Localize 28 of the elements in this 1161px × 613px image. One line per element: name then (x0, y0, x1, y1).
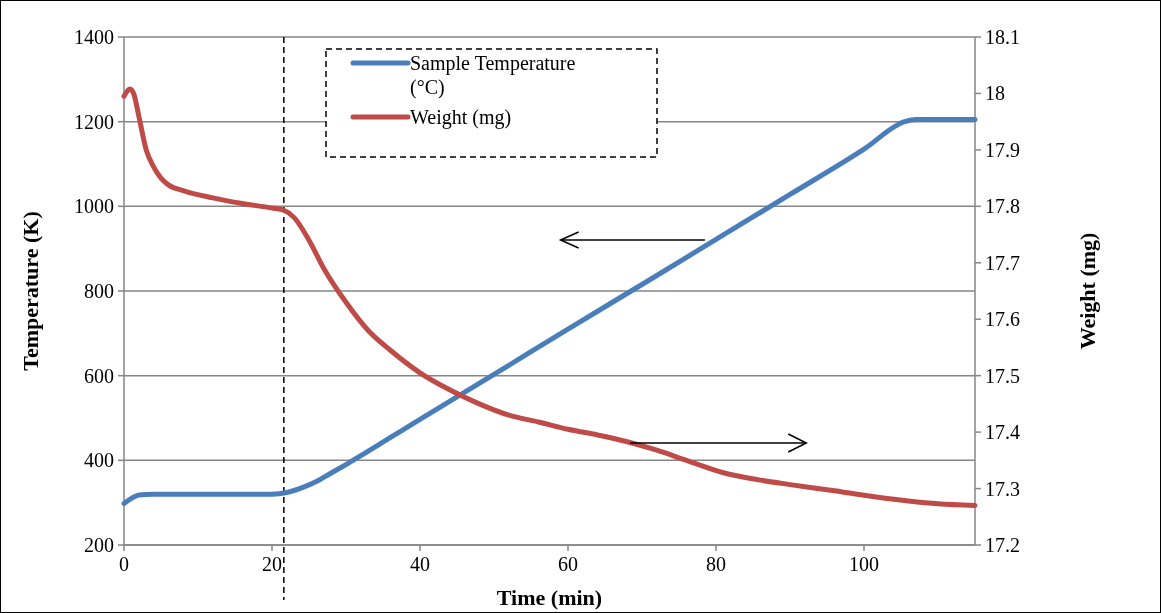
y2-tick-label: 17.9 (985, 138, 1020, 161)
y2-tick-label: 17.6 (985, 308, 1020, 331)
y-tick-label: 200 (84, 534, 114, 556)
x-tick-label: 20 (262, 553, 282, 575)
x-tick-label: 100 (849, 553, 879, 575)
y2-tick-label: 17.5 (985, 364, 1020, 387)
y2-axis-title: Weight (mg) (1075, 232, 1100, 350)
x-axis-title: Time (min) (496, 585, 603, 610)
y2-tick-label: 18 (985, 82, 1005, 105)
y-tick-label: 600 (84, 364, 114, 387)
y2-tick-label: 17.7 (985, 251, 1020, 274)
legend-label: Weight (mg) (410, 106, 512, 129)
y2-tick-label: 17.8 (985, 195, 1020, 218)
y-axis-title: Temperature (K) (18, 211, 43, 371)
y2-tick-label: 17.4 (985, 421, 1020, 444)
x-tick-label: 60 (558, 553, 578, 575)
y2-tick-label: 17.3 (985, 477, 1020, 500)
x-tick-label: 80 (706, 553, 726, 575)
y2-tick-label: 17.2 (985, 534, 1020, 556)
x-tick-label: 0 (119, 553, 129, 575)
y-tick-label: 1000 (74, 195, 114, 218)
legend-label: Sample Temperature (°C) (410, 52, 576, 99)
x-tick-label: 40 (410, 553, 430, 575)
y2-tick-label: 18.1 (985, 26, 1020, 48)
y-tick-label: 400 (84, 449, 114, 472)
y-tick-label: 1200 (74, 110, 114, 133)
y-tick-label: 1400 (74, 26, 114, 48)
y-tick-label: 800 (84, 280, 114, 302)
